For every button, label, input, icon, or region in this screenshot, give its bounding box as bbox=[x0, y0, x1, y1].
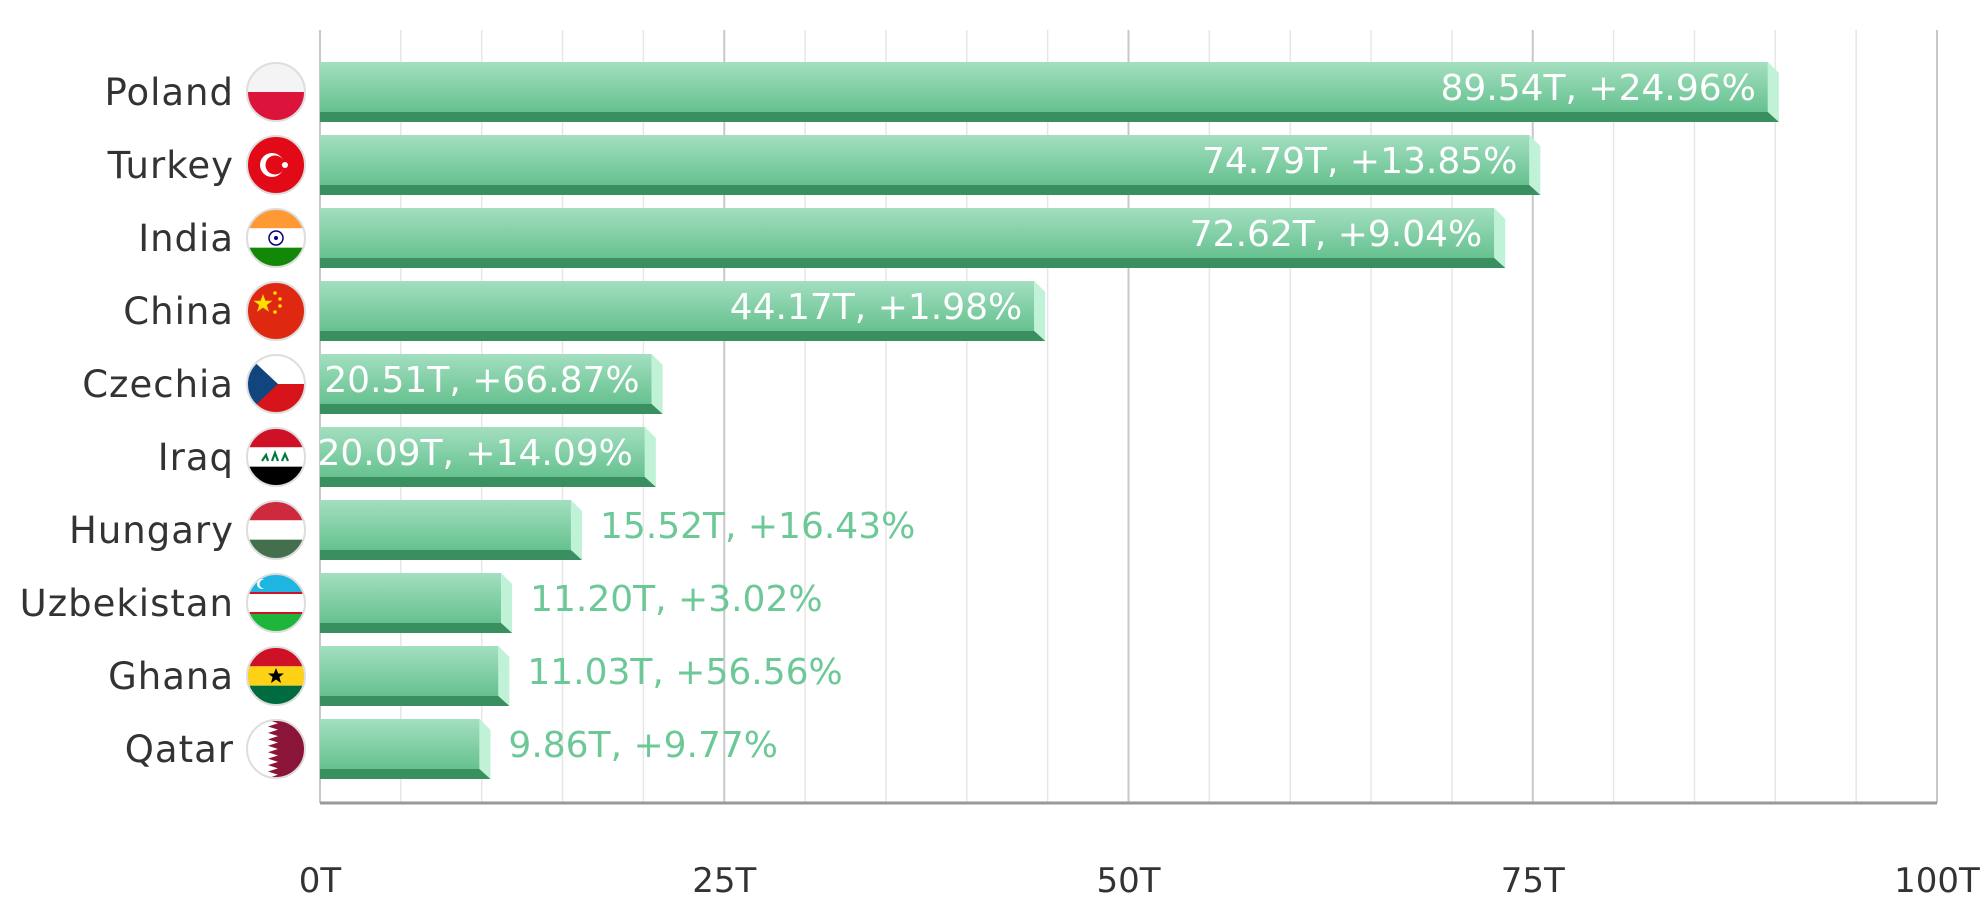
y-axis-labels: Poland Turkey India China Czechia Iraq Hungary… bbox=[20, 62, 306, 779]
uzbekistan-flag-icon bbox=[246, 573, 306, 633]
bar-edge-shade bbox=[320, 404, 663, 414]
bar: 74.79T, +13.85% bbox=[320, 135, 1541, 195]
india-flag-icon bbox=[246, 208, 306, 268]
turkey-flag-icon bbox=[246, 135, 306, 195]
bar-value-label: 74.79T, +13.85% bbox=[1202, 141, 1517, 182]
bar-value-label: 44.17T, +1.98% bbox=[730, 287, 1022, 328]
bar-face bbox=[320, 573, 502, 623]
hungary-flag-icon bbox=[246, 500, 306, 560]
category-label: Ghana bbox=[108, 655, 234, 698]
bar-edge-shade bbox=[320, 477, 656, 487]
bar-edge-shade bbox=[320, 696, 510, 706]
iraq-flag-icon bbox=[246, 427, 306, 487]
bar-edge-shade bbox=[320, 623, 513, 633]
bar-edge-shade bbox=[320, 258, 1506, 268]
bar-cap bbox=[651, 354, 663, 414]
bar: 44.17T, +1.98% bbox=[320, 281, 1046, 341]
czechia-flag-icon bbox=[246, 354, 306, 414]
bar-value-label: 11.03T, +56.56% bbox=[527, 652, 842, 693]
bar: 11.03T, +56.56% bbox=[320, 646, 843, 706]
bar-edge-shade bbox=[320, 550, 582, 560]
bar: 9.86T, +9.77% bbox=[320, 719, 778, 779]
bar-cap bbox=[570, 500, 582, 560]
category-label: Hungary bbox=[69, 509, 234, 552]
x-tick-label: 75T bbox=[1501, 861, 1565, 901]
category-label: Turkey bbox=[107, 144, 234, 187]
bar-value-label: 89.54T, +24.96% bbox=[1440, 68, 1755, 109]
bar-edge-shade bbox=[320, 769, 491, 779]
bars-layer: 89.54T, +24.96% 74.79T, +13.85% 72.62T, +9… bbox=[317, 62, 1779, 779]
bar-cap bbox=[479, 719, 491, 779]
china-flag-icon bbox=[246, 281, 306, 341]
bar-face bbox=[320, 500, 571, 550]
bar-value-label: 9.86T, +9.77% bbox=[508, 725, 778, 766]
x-tick-label: 100T bbox=[1894, 861, 1980, 901]
qatar-flag-icon bbox=[246, 719, 306, 779]
bar: 89.54T, +24.96% bbox=[320, 62, 1779, 122]
x-axis: 0T 25T 50T 75T 100T bbox=[299, 801, 1980, 901]
bar-value-label: 72.62T, +9.04% bbox=[1190, 214, 1482, 255]
poland-flag-icon bbox=[246, 62, 306, 122]
bar: 72.62T, +9.04% bbox=[320, 208, 1506, 268]
bar-edge-shade bbox=[320, 112, 1779, 122]
bar-cap bbox=[1034, 281, 1046, 341]
bar-face bbox=[320, 281, 1035, 331]
bar-cap bbox=[1529, 135, 1541, 195]
category-label: Czechia bbox=[82, 363, 234, 406]
bar-value-label: 15.52T, +16.43% bbox=[600, 506, 915, 547]
bar-face bbox=[320, 135, 1530, 185]
category-label: Qatar bbox=[125, 728, 234, 771]
bar-cap bbox=[644, 427, 656, 487]
bar-cap bbox=[1494, 208, 1506, 268]
bar-value-label: 11.20T, +3.02% bbox=[530, 579, 822, 620]
bar-value-label: 20.09T, +14.09% bbox=[317, 433, 632, 474]
bar-cap bbox=[498, 646, 510, 706]
category-label: India bbox=[138, 217, 234, 260]
bar-edge-shade bbox=[320, 331, 1046, 341]
category-label: Poland bbox=[104, 71, 234, 114]
category-label: Iraq bbox=[158, 436, 234, 479]
bar-face bbox=[320, 62, 1768, 112]
bar: 11.20T, +3.02% bbox=[320, 573, 823, 633]
category-label: China bbox=[123, 290, 234, 333]
x-tick-label: 50T bbox=[1096, 861, 1160, 901]
bar-value-label: 20.51T, +66.87% bbox=[324, 360, 639, 401]
x-tick-label: 0T bbox=[299, 861, 342, 901]
bar: 15.52T, +16.43% bbox=[320, 500, 915, 560]
bar-face bbox=[320, 208, 1495, 258]
bar-face bbox=[320, 427, 645, 477]
bar-cap bbox=[1767, 62, 1779, 122]
x-tick-label: 25T bbox=[692, 861, 756, 901]
bar-face bbox=[320, 719, 480, 769]
bar-face bbox=[320, 646, 499, 696]
bar: 20.51T, +66.87% bbox=[320, 354, 663, 414]
bar-face bbox=[320, 354, 652, 404]
bar-cap bbox=[501, 573, 513, 633]
ghana-flag-icon bbox=[246, 646, 306, 706]
bar-edge-shade bbox=[320, 185, 1541, 195]
bar: 20.09T, +14.09% bbox=[317, 427, 656, 487]
category-label: Uzbekistan bbox=[20, 582, 234, 625]
